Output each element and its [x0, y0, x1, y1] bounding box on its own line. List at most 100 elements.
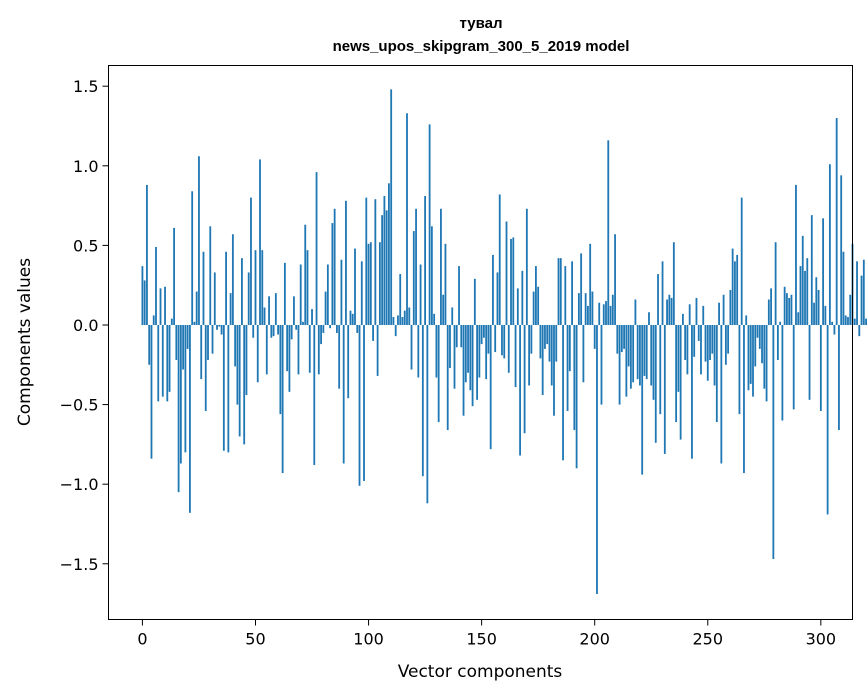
bar-142 [462, 324, 465, 416]
bar-34 [218, 324, 221, 327]
bar-201 [596, 324, 598, 595]
bar-62 [281, 324, 284, 474]
bar-65 [288, 324, 291, 392]
bar-116 [403, 310, 406, 325]
bar-267 [745, 315, 748, 325]
bar-195 [582, 324, 585, 383]
bar-254 [715, 324, 718, 423]
bar-270 [752, 324, 754, 397]
bar-165 [514, 324, 517, 388]
bar-203 [600, 324, 603, 405]
bar-107 [383, 196, 386, 325]
bar-275 [763, 324, 766, 389]
bar-209 [614, 234, 616, 325]
bar-150 [480, 324, 483, 345]
bar-58 [272, 324, 275, 337]
bar-252 [711, 324, 714, 354]
bar-184 [557, 258, 560, 325]
bar-271 [754, 324, 757, 367]
bar-95 [356, 324, 359, 333]
bar-272 [756, 324, 759, 338]
bar-233 [668, 294, 671, 325]
bar-259 [727, 324, 730, 354]
bar-47 [247, 272, 250, 325]
bar-30 [209, 226, 212, 325]
y-tick-label-6: 1.5 [73, 77, 98, 96]
bar-250 [706, 324, 709, 381]
bar-286 [788, 297, 791, 325]
bar-174 [535, 266, 537, 325]
bar-87 [338, 324, 341, 389]
bar-68 [295, 324, 298, 330]
bar-151 [482, 324, 485, 338]
bar-199 [591, 291, 594, 325]
bar-149 [478, 324, 481, 378]
bar-127 [428, 124, 431, 325]
bar-263 [736, 254, 739, 325]
bar-160 [503, 324, 506, 359]
bar-128 [430, 226, 433, 325]
bar-208 [611, 294, 614, 325]
bar-126 [426, 324, 429, 504]
bar-40 [231, 234, 234, 325]
bar-28 [204, 324, 207, 411]
bar-219 [636, 324, 639, 380]
bar-155 [492, 254, 494, 325]
bar-237 [677, 324, 680, 392]
bar-137 [451, 307, 454, 325]
bar-45 [243, 324, 246, 445]
bar-5 [152, 315, 155, 325]
y-axis-ticks: −1.5 −1.0 −0.5 0.0 0.5 1.0 1.5 [60, 77, 109, 574]
bar-114 [399, 274, 402, 325]
bar-69 [297, 324, 300, 375]
bar-67 [293, 296, 295, 325]
bar-269 [749, 324, 752, 384]
bar-31 [211, 324, 214, 354]
bar-313 [849, 294, 852, 325]
bar-173 [532, 291, 535, 325]
bar-202 [598, 302, 601, 325]
bar-118 [408, 307, 411, 325]
bar-110 [390, 89, 393, 325]
bar-80 [322, 324, 325, 333]
bar-90 [345, 200, 347, 325]
bar-228 [657, 274, 659, 325]
y-tick-label-4: 0.5 [73, 236, 98, 255]
bar-50 [254, 250, 257, 325]
bar-70 [299, 264, 302, 325]
bar-141 [460, 324, 463, 348]
x-tick-label-50: 50 [245, 630, 265, 649]
bar-82 [326, 264, 329, 325]
bar-311 [844, 315, 847, 325]
bar-122 [417, 324, 420, 378]
bar-152 [485, 324, 488, 380]
bar-52 [259, 159, 261, 325]
bar-291 [799, 266, 802, 325]
bar-186 [562, 324, 564, 461]
bar-33 [216, 324, 218, 330]
bar-146 [471, 324, 474, 407]
bar-319 [862, 259, 865, 325]
bar-253 [713, 324, 716, 386]
bar-77 [315, 172, 318, 325]
bar-236 [675, 324, 678, 423]
bar-2 [146, 184, 148, 325]
bar-255 [718, 302, 720, 325]
bar-94 [354, 248, 356, 325]
bar-63 [283, 262, 286, 325]
bar-170 [525, 208, 528, 325]
bar-44 [241, 258, 243, 325]
bar-216 [629, 324, 632, 389]
bar-260 [729, 289, 732, 325]
bar-164 [512, 237, 515, 325]
bar-256 [720, 324, 723, 464]
bar-37 [225, 251, 227, 325]
x-axis-label: Vector components [398, 662, 563, 682]
bar-167 [519, 324, 521, 456]
bar-73 [306, 250, 309, 325]
bar-234 [670, 297, 673, 325]
bar-101 [369, 242, 372, 325]
bar-162 [507, 324, 510, 373]
bar-169 [523, 324, 526, 434]
bar-245 [695, 297, 698, 325]
